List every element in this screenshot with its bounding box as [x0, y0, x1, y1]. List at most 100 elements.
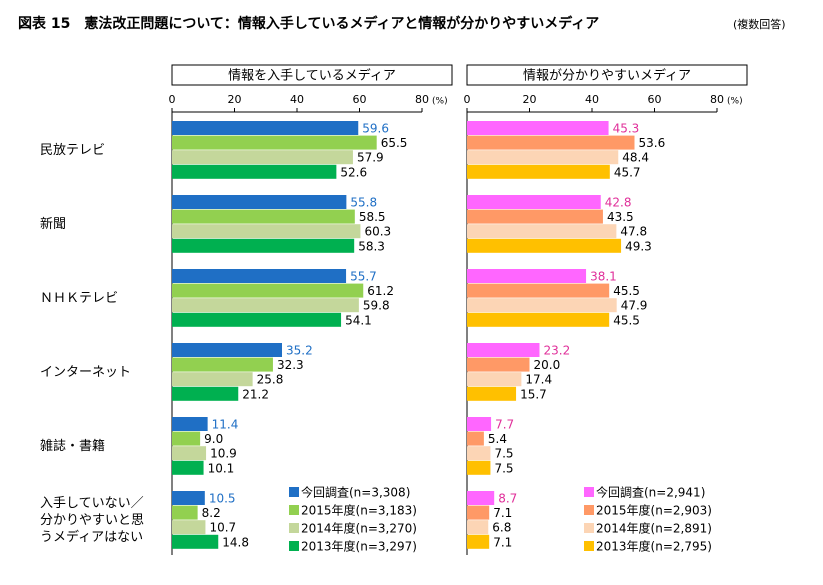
bar: [467, 372, 522, 387]
value-label: 7.5: [494, 461, 513, 475]
bar: [467, 357, 530, 372]
value-label: 47.8: [620, 225, 647, 239]
legend-label: 2014年度(n=2,891): [596, 521, 712, 536]
legend-label: 今回調査(n=3,308): [301, 485, 410, 500]
value-label: 45.5: [613, 284, 640, 298]
bar: [172, 209, 355, 224]
bar: [467, 164, 610, 179]
x-tick-label: 60: [353, 93, 367, 106]
bar: [467, 505, 490, 520]
bar: [467, 121, 609, 135]
bar: [172, 372, 253, 387]
bar: [467, 534, 490, 549]
value-label: 55.7: [350, 270, 377, 284]
bar: [172, 238, 355, 253]
value-label: 15.7: [520, 387, 547, 401]
x-tick-label: 20: [228, 93, 242, 106]
x-tick-label: 20: [523, 93, 537, 106]
bar: [172, 460, 204, 475]
value-label: 55.8: [350, 196, 377, 210]
value-label: 7.1: [493, 535, 512, 549]
value-label: 54.1: [345, 313, 372, 327]
x-axis-unit: (%): [432, 97, 448, 107]
value-label: 7.5: [494, 447, 513, 461]
value-label: 49.3: [625, 239, 652, 253]
bar: [172, 417, 208, 431]
bar: [467, 283, 610, 298]
legend-swatch: [584, 487, 594, 497]
panel-title: 情報が分かりやすいメディア: [523, 68, 691, 84]
value-label: 7.7: [495, 418, 514, 432]
value-label: 61.2: [367, 284, 394, 298]
panel-title: 情報を入手しているメディア: [228, 68, 396, 84]
legend-swatch: [289, 487, 299, 497]
bar: [467, 417, 492, 431]
legend-swatch: [584, 505, 594, 515]
value-label: 53.6: [639, 136, 666, 150]
bar: [172, 150, 353, 165]
bar: [467, 460, 491, 475]
value-label: 11.4: [212, 418, 239, 432]
value-label: 45.5: [613, 313, 640, 327]
legend-label: 2013年度(n=3,297): [301, 539, 417, 554]
x-tick-label: 80: [415, 93, 429, 106]
bar: [467, 431, 484, 446]
bar: [172, 269, 347, 283]
value-label: 45.7: [614, 165, 641, 179]
category-label: 入手していない／分かりやすいと思うメディアはない: [40, 495, 145, 545]
value-label: 21.2: [242, 387, 269, 401]
bar: [172, 164, 337, 179]
legend-label: 今回調査(n=2,941): [596, 485, 705, 500]
value-label: 20.0: [534, 358, 561, 372]
value-label: 60.3: [364, 225, 391, 239]
bar: [467, 312, 610, 327]
x-tick-label: 40: [585, 93, 599, 106]
bar: [172, 298, 359, 313]
bar: [172, 505, 198, 520]
bar: [172, 343, 282, 357]
bar: [172, 386, 239, 401]
page-title: 図表 15 憲法改正問題について：情報入手しているメディアと情報が分かりやすいメ…: [18, 15, 599, 32]
x-tick-label: 60: [648, 93, 662, 106]
value-label: 25.8: [257, 373, 284, 387]
bar: [467, 520, 489, 535]
bar: [467, 135, 635, 150]
bar: [467, 209, 603, 224]
value-label: 9.0: [204, 432, 223, 446]
bar: [172, 534, 219, 549]
bar: [467, 446, 491, 461]
value-label: 45.3: [613, 122, 640, 136]
bar: [467, 150, 619, 165]
value-label: 5.4: [488, 432, 507, 446]
value-label: 8.7: [498, 492, 517, 506]
x-axis-unit: (%): [727, 97, 743, 107]
bar: [172, 312, 342, 327]
bar: [172, 135, 377, 150]
value-label: 58.3: [358, 239, 385, 253]
x-tick-label: 80: [710, 93, 724, 106]
bar: [172, 446, 207, 461]
value-label: 59.6: [362, 122, 389, 136]
bar: [172, 357, 273, 372]
legend-label: 2014年度(n=3,270): [301, 521, 417, 536]
bar: [172, 224, 361, 239]
value-label: 47.9: [621, 299, 648, 313]
value-label: 48.4: [622, 151, 649, 165]
value-label: 10.5: [209, 492, 236, 506]
bar: [172, 195, 347, 209]
value-label: 52.6: [340, 165, 367, 179]
bar: [172, 121, 359, 135]
bar: [467, 491, 495, 505]
category-label: インターネット: [40, 364, 132, 380]
category-label: 雑誌・書籍: [40, 438, 106, 454]
bar: [467, 343, 540, 357]
x-tick-label: 0: [169, 93, 176, 106]
bar: [467, 224, 617, 239]
x-tick-label: 0: [464, 93, 471, 106]
value-label: 14.8: [222, 535, 249, 549]
value-label: 32.3: [277, 358, 304, 372]
value-label: 17.4: [525, 373, 552, 387]
panel-title-box: [171, 64, 453, 86]
